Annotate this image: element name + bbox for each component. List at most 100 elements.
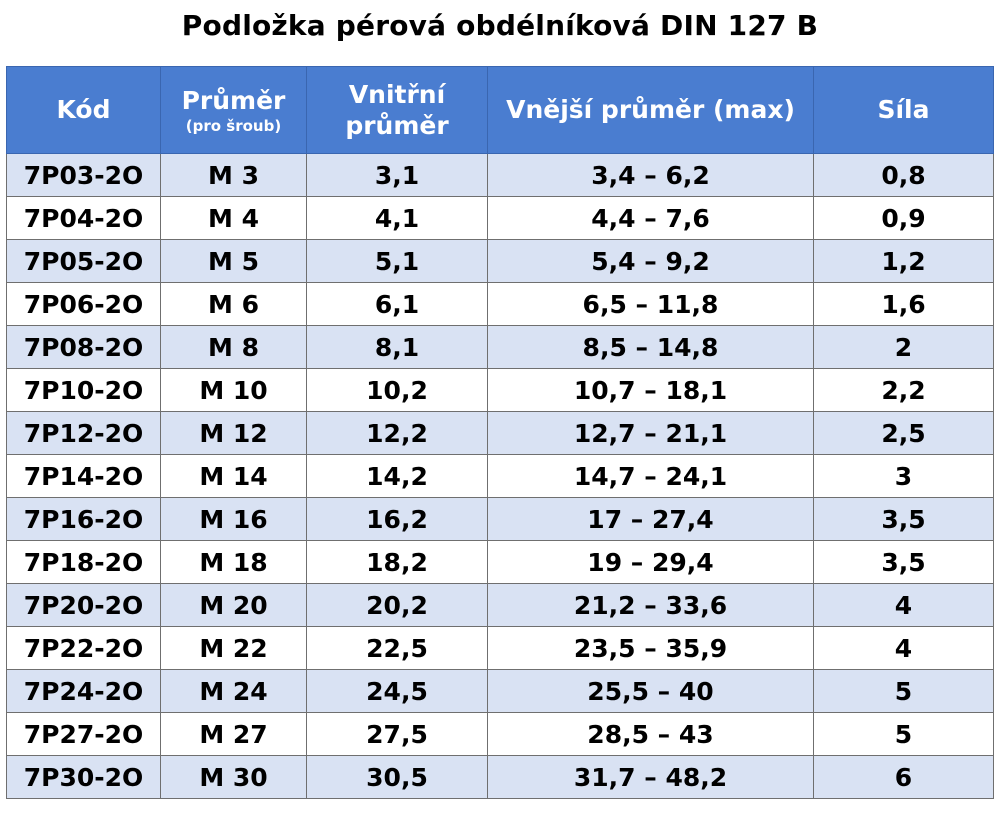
- cell-kod: 7P24-2O: [6, 669, 161, 713]
- cell-vnitrni: 8,1: [306, 325, 488, 369]
- cell-sila: 2,2: [813, 368, 994, 412]
- cell-prumer: M 18: [160, 540, 307, 584]
- cell-kod: 7P05-2O: [6, 239, 161, 283]
- cell-kod: 7P10-2O: [6, 368, 161, 412]
- table-body: 7P03-2O M 3 3,1 3,4 – 6,2 0,8 7P04-2O M …: [6, 153, 994, 799]
- cell-kod: 7P27-2O: [6, 712, 161, 756]
- cell-sila: 0,9: [813, 196, 994, 240]
- table-row: 7P30-2O M 30 30,5 31,7 – 48,2 6: [6, 755, 994, 799]
- cell-prumer: M 30: [160, 755, 307, 799]
- header-prumer-sublabel: (pro šroub): [185, 117, 282, 136]
- cell-prumer: M 14: [160, 454, 307, 498]
- header-vnejsi-label: Vnější průměr (max): [506, 95, 795, 125]
- cell-prumer: M 5: [160, 239, 307, 283]
- table-header: Kód Průměr (pro šroub) Vnitřní průměr Vn…: [6, 66, 994, 154]
- cell-vnitrni: 16,2: [306, 497, 488, 541]
- cell-kod: 7P18-2O: [6, 540, 161, 584]
- table-row: 7P27-2O M 27 27,5 28,5 – 43 5: [6, 712, 994, 756]
- cell-kod: 7P22-2O: [6, 626, 161, 670]
- cell-vnitrni: 10,2: [306, 368, 488, 412]
- cell-vnejsi: 21,2 – 33,6: [487, 583, 814, 627]
- cell-prumer: M 8: [160, 325, 307, 369]
- cell-vnejsi: 23,5 – 35,9: [487, 626, 814, 670]
- cell-vnitrni: 18,2: [306, 540, 488, 584]
- cell-sila: 5: [813, 669, 994, 713]
- cell-sila: 0,8: [813, 153, 994, 197]
- header-vnitrni: Vnitřní průměr: [306, 66, 488, 154]
- cell-vnejsi: 4,4 – 7,6: [487, 196, 814, 240]
- table-row: 7P04-2O M 4 4,1 4,4 – 7,6 0,9: [6, 196, 994, 240]
- cell-vnitrni: 14,2: [306, 454, 488, 498]
- cell-vnejsi: 8,5 – 14,8: [487, 325, 814, 369]
- cell-vnitrni: 12,2: [306, 411, 488, 455]
- header-vnitrni-line1: Vnitřní: [348, 79, 446, 109]
- cell-kod: 7P04-2O: [6, 196, 161, 240]
- header-kod-label: Kód: [56, 95, 111, 125]
- cell-vnitrni: 22,5: [306, 626, 488, 670]
- cell-vnitrni: 24,5: [306, 669, 488, 713]
- cell-vnitrni: 4,1: [306, 196, 488, 240]
- cell-vnejsi: 28,5 – 43: [487, 712, 814, 756]
- header-row: Kód Průměr (pro šroub) Vnitřní průměr Vn…: [6, 66, 994, 154]
- cell-kod: 7P14-2O: [6, 454, 161, 498]
- table-row: 7P24-2O M 24 24,5 25,5 – 40 5: [6, 669, 994, 713]
- cell-kod: 7P16-2O: [6, 497, 161, 541]
- cell-sila: 1,6: [813, 282, 994, 326]
- cell-sila: 3: [813, 454, 994, 498]
- cell-vnejsi: 17 – 27,4: [487, 497, 814, 541]
- cell-vnejsi: 19 – 29,4: [487, 540, 814, 584]
- header-kod: Kód: [6, 66, 161, 154]
- cell-sila: 4: [813, 583, 994, 627]
- cell-vnitrni: 5,1: [306, 239, 488, 283]
- cell-kod: 7P30-2O: [6, 755, 161, 799]
- table-row: 7P03-2O M 3 3,1 3,4 – 6,2 0,8: [6, 153, 994, 197]
- cell-vnitrni: 6,1: [306, 282, 488, 326]
- cell-prumer: M 10: [160, 368, 307, 412]
- table-row: 7P10-2O M 10 10,2 10,7 – 18,1 2,2: [6, 368, 994, 412]
- cell-vnitrni: 20,2: [306, 583, 488, 627]
- table-row: 7P22-2O M 22 22,5 23,5 – 35,9 4: [6, 626, 994, 670]
- cell-prumer: M 16: [160, 497, 307, 541]
- cell-vnejsi: 25,5 – 40: [487, 669, 814, 713]
- cell-kod: 7P03-2O: [6, 153, 161, 197]
- table-row: 7P16-2O M 16 16,2 17 – 27,4 3,5: [6, 497, 994, 541]
- cell-sila: 2: [813, 325, 994, 369]
- table-row: 7P05-2O M 5 5,1 5,4 – 9,2 1,2: [6, 239, 994, 283]
- cell-prumer: M 3: [160, 153, 307, 197]
- cell-prumer: M 20: [160, 583, 307, 627]
- cell-sila: 1,2: [813, 239, 994, 283]
- page-title: Podložka pérová obdélníková DIN 127 B: [181, 9, 819, 42]
- table-row: 7P18-2O M 18 18,2 19 – 29,4 3,5: [6, 540, 994, 584]
- cell-prumer: M 27: [160, 712, 307, 756]
- header-sila-label: Síla: [877, 95, 930, 125]
- cell-sila: 2,5: [813, 411, 994, 455]
- header-prumer: Průměr (pro šroub): [160, 66, 307, 154]
- table-row: 7P12-2O M 12 12,2 12,7 – 21,1 2,5: [6, 411, 994, 455]
- cell-vnejsi: 31,7 – 48,2: [487, 755, 814, 799]
- table-row: 7P14-2O M 14 14,2 14,7 – 24,1 3: [6, 454, 994, 498]
- cell-prumer: M 22: [160, 626, 307, 670]
- cell-kod: 7P12-2O: [6, 411, 161, 455]
- cell-prumer: M 24: [160, 669, 307, 713]
- cell-vnejsi: 6,5 – 11,8: [487, 282, 814, 326]
- cell-kod: 7P06-2O: [6, 282, 161, 326]
- cell-prumer: M 4: [160, 196, 307, 240]
- cell-sila: 4: [813, 626, 994, 670]
- washer-spec-table: Kód Průměr (pro šroub) Vnitřní průměr Vn…: [6, 66, 994, 799]
- cell-vnitrni: 30,5: [306, 755, 488, 799]
- cell-vnejsi: 14,7 – 24,1: [487, 454, 814, 498]
- table-row: 7P06-2O M 6 6,1 6,5 – 11,8 1,6: [6, 282, 994, 326]
- cell-prumer: M 12: [160, 411, 307, 455]
- header-sila: Síla: [813, 66, 994, 154]
- cell-vnejsi: 10,7 – 18,1: [487, 368, 814, 412]
- cell-sila: 3,5: [813, 497, 994, 541]
- cell-vnejsi: 12,7 – 21,1: [487, 411, 814, 455]
- cell-vnejsi: 5,4 – 9,2: [487, 239, 814, 283]
- cell-sila: 3,5: [813, 540, 994, 584]
- cell-sila: 5: [813, 712, 994, 756]
- header-vnitrni-line2: průměr: [345, 111, 449, 140]
- cell-vnejsi: 3,4 – 6,2: [487, 153, 814, 197]
- header-vnejsi: Vnější průměr (max): [487, 66, 814, 154]
- cell-sila: 6: [813, 755, 994, 799]
- table-row: 7P08-2O M 8 8,1 8,5 – 14,8 2: [6, 325, 994, 369]
